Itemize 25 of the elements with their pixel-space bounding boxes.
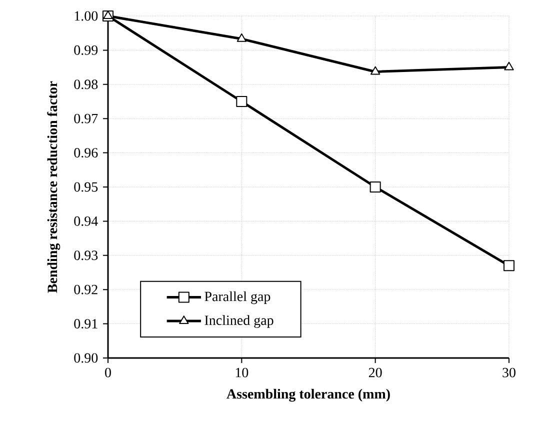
legend-label: Parallel gap <box>204 291 270 304</box>
y-tick-label: 0.95 <box>74 182 98 192</box>
y-tick-label: 0.94 <box>74 216 98 226</box>
point <box>504 62 514 70</box>
point <box>236 96 248 107</box>
point <box>370 66 380 75</box>
y-tick-label: 1.00 <box>74 11 98 21</box>
y-tick-label: 0.90 <box>74 353 98 363</box>
x-tick-label: 10 <box>236 368 248 378</box>
y-tick-label: 0.92 <box>74 284 98 294</box>
y-axis-title: Bending resistance reduction factor <box>47 81 60 293</box>
x-tick-label: 20 <box>368 368 382 378</box>
x-axis-title: Assembling tolerance (mm) <box>226 388 390 402</box>
x-tick-label: 30 <box>502 368 516 378</box>
y-tick-label: 0.98 <box>74 80 98 90</box>
y-tick-label: 0.97 <box>74 114 98 124</box>
y-tick-label: 0.96 <box>74 148 98 158</box>
point <box>370 181 381 192</box>
y-tick-label: 0.91 <box>74 319 98 329</box>
x-tick-label: 0 <box>105 368 111 378</box>
point <box>236 33 246 42</box>
y-tick-label: 0.93 <box>74 250 98 260</box>
y-tick-label: 0.99 <box>74 45 98 55</box>
point <box>503 260 514 272</box>
legend-label: Inclined gap <box>204 315 274 328</box>
